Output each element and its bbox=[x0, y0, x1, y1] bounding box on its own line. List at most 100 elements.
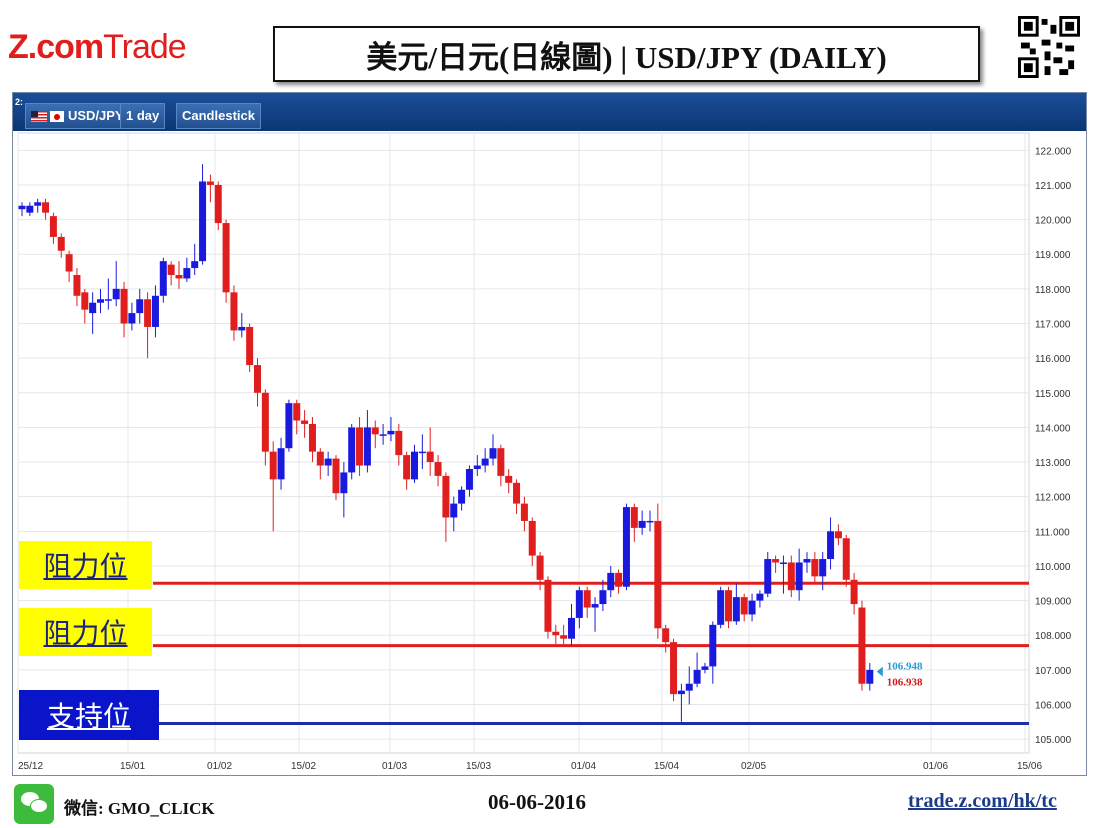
candle-body bbox=[214, 184, 222, 224]
x-tick-label: 01/03 bbox=[382, 761, 407, 772]
candle-body bbox=[465, 468, 473, 490]
candle-body bbox=[536, 555, 544, 580]
candle-body bbox=[371, 427, 379, 435]
candle-body bbox=[615, 572, 623, 587]
candle-body bbox=[787, 562, 795, 591]
candle-body bbox=[866, 669, 874, 684]
candle-body bbox=[827, 531, 835, 560]
candle-body bbox=[387, 430, 395, 435]
y-tick-label: 106.000 bbox=[1035, 701, 1072, 712]
candle-body bbox=[120, 288, 128, 324]
x-tick-label: 25/12 bbox=[18, 761, 43, 772]
candle-body bbox=[630, 507, 638, 528]
page-title: 美元/日元(日線圖) | USD/JPY (DAILY) bbox=[273, 26, 980, 82]
candle-body bbox=[277, 448, 285, 480]
candle-body bbox=[756, 593, 764, 601]
candle-body bbox=[591, 604, 599, 608]
candle-body bbox=[748, 600, 756, 615]
candle-body bbox=[144, 299, 152, 327]
candle-body bbox=[97, 299, 104, 303]
candle-body bbox=[301, 420, 309, 424]
logo-main: Z.com bbox=[8, 28, 104, 66]
candle-body bbox=[246, 326, 254, 366]
candle-body bbox=[732, 597, 740, 622]
wechat-id: 微信: GMO_CLICK bbox=[64, 799, 215, 818]
candle-body bbox=[701, 666, 709, 670]
candle-body bbox=[395, 430, 403, 456]
candle-body bbox=[850, 579, 858, 605]
candle-body bbox=[411, 451, 418, 480]
x-tick-label: 02/05 bbox=[741, 761, 766, 772]
candle-body bbox=[819, 559, 827, 577]
candle-body bbox=[552, 631, 560, 636]
candle-body bbox=[183, 268, 191, 279]
candle-body bbox=[363, 427, 371, 466]
candle-body bbox=[497, 448, 505, 476]
y-tick-label: 118.000 bbox=[1035, 285, 1071, 296]
candle-body bbox=[528, 520, 536, 556]
candle-body bbox=[575, 590, 583, 618]
report-date: 06-06-2016 bbox=[488, 790, 586, 814]
support-label: 支持位 bbox=[19, 690, 159, 740]
y-tick-label: 109.000 bbox=[1035, 597, 1072, 608]
y-tick-label: 117.000 bbox=[1035, 320, 1071, 331]
candle-body bbox=[725, 590, 732, 622]
candle-body bbox=[49, 216, 57, 237]
y-tick-label: 120.000 bbox=[1035, 216, 1072, 227]
candle-body bbox=[811, 559, 819, 577]
y-tick-label: 107.000 bbox=[1035, 666, 1072, 677]
candle-body bbox=[308, 423, 316, 452]
timeframe-selector[interactable]: 1 day bbox=[120, 103, 166, 129]
y-tick-label: 112.000 bbox=[1035, 493, 1071, 504]
y-tick-label: 110.000 bbox=[1035, 562, 1071, 573]
chart-style-selector[interactable]: Candlestick bbox=[176, 103, 261, 129]
plot-area bbox=[17, 132, 1030, 754]
candle-body bbox=[34, 202, 42, 206]
price-marker bbox=[876, 666, 883, 677]
candle-body bbox=[646, 520, 654, 523]
logo-sub: Trade bbox=[103, 28, 187, 66]
y-tick-label: 121.000 bbox=[1035, 181, 1072, 192]
y-tick-label: 108.000 bbox=[1035, 631, 1072, 642]
candle-body bbox=[254, 365, 261, 393]
candle-body bbox=[458, 489, 466, 504]
candle-body bbox=[81, 292, 89, 310]
candle-body bbox=[18, 205, 26, 210]
candle-body bbox=[442, 475, 450, 518]
candle-body bbox=[379, 434, 387, 436]
candle-body bbox=[230, 292, 238, 331]
candle-body bbox=[26, 205, 34, 213]
candle-body bbox=[418, 451, 426, 454]
x-tick-label: 01/06 bbox=[923, 761, 948, 772]
candle-body bbox=[599, 590, 607, 605]
candle-body bbox=[159, 261, 167, 296]
ask-price-label: 106.938 bbox=[887, 677, 923, 689]
candle-body bbox=[340, 472, 348, 494]
candle-body bbox=[607, 572, 615, 591]
us-flag-icon bbox=[31, 111, 47, 123]
x-tick-label: 15/01 bbox=[120, 761, 145, 772]
candle-body bbox=[489, 448, 497, 459]
candle-body bbox=[772, 559, 780, 563]
x-tick-label: 15/04 bbox=[654, 761, 679, 772]
candle-body bbox=[803, 559, 811, 563]
candle-body bbox=[670, 642, 678, 695]
bid-price-label: 106.948 bbox=[887, 661, 923, 673]
x-tick-label: 15/06 bbox=[1017, 761, 1042, 772]
candle-body bbox=[426, 451, 434, 463]
candle-body bbox=[348, 427, 356, 473]
website-link[interactable]: trade.z.com/hk/tc bbox=[908, 790, 1057, 812]
candle-body bbox=[764, 559, 772, 594]
y-tick-label: 113.000 bbox=[1035, 458, 1071, 469]
y-tick-label: 119.000 bbox=[1035, 250, 1071, 261]
x-tick-label: 01/02 bbox=[207, 761, 232, 772]
candle-body bbox=[795, 562, 803, 591]
candle-body bbox=[261, 392, 269, 452]
candle-body bbox=[324, 458, 332, 466]
symbol-selector[interactable]: USD/JPY bbox=[25, 103, 130, 129]
candlestick-chart[interactable]: 122.000 121.000 120.000 119.000 118.000 117.0… bbox=[13, 131, 1086, 775]
chart-window: 2: USD/JPY 1 day Candlestick 122.000 121.… bbox=[12, 92, 1087, 776]
y-tick-label: 116.000 bbox=[1035, 354, 1071, 365]
y-tick-label: 115.000 bbox=[1035, 389, 1071, 400]
candle-body bbox=[685, 683, 693, 691]
